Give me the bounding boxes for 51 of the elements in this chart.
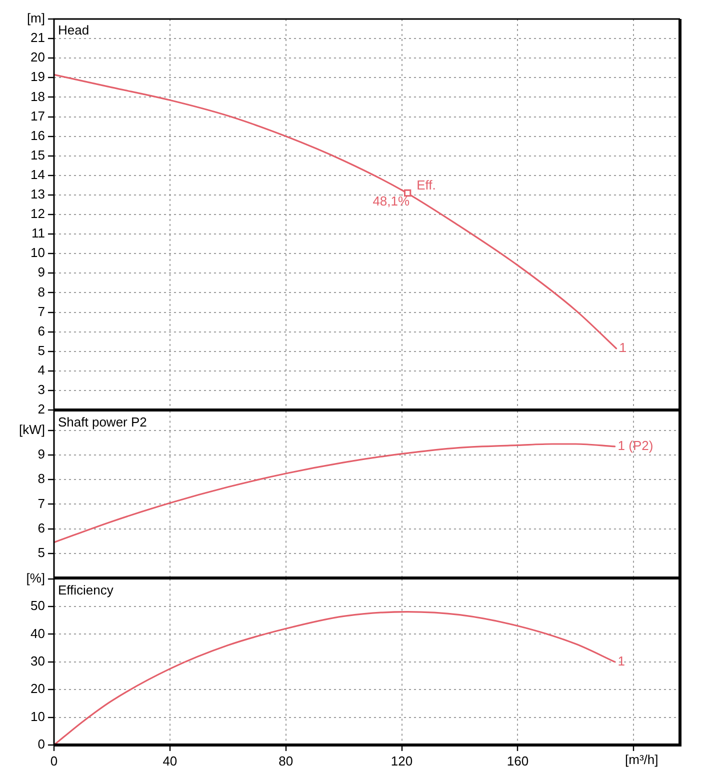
y-tick-label: 19 xyxy=(30,69,45,84)
x-tick-label: 0 xyxy=(50,753,58,768)
y-tick-label: 50 xyxy=(30,598,45,614)
y-tick-label: 10 xyxy=(30,245,45,260)
y-tick-label: 7 xyxy=(38,304,45,319)
y-tick-label: 9 xyxy=(38,446,45,462)
y-tick-label: 5 xyxy=(38,544,45,560)
y-tick-label: 40 xyxy=(30,626,45,641)
y-tick-label: 10 xyxy=(30,708,45,724)
y-tick-label: 8 xyxy=(38,471,45,486)
series-label: 1 xyxy=(618,653,626,668)
x-tick-label: 40 xyxy=(162,753,178,768)
y-tick-label: 2 xyxy=(38,402,45,417)
y-tick-label: 14 xyxy=(30,166,45,182)
y-axis-title: [%] xyxy=(26,570,45,586)
y-tick-label: 4 xyxy=(38,362,45,378)
series-label: Eff. xyxy=(416,178,436,193)
y-axis-title: [kW] xyxy=(19,422,45,438)
y-tick-label: 8 xyxy=(38,284,45,300)
y-tick-label: 13 xyxy=(30,186,45,202)
y-tick-label: 0 xyxy=(38,736,45,752)
y-tick-label: 6 xyxy=(38,520,45,536)
y-tick-label: 5 xyxy=(38,342,45,358)
y-tick-label: 21 xyxy=(30,30,45,46)
x-tick-label: 80 xyxy=(278,753,294,768)
series-label: 1 xyxy=(619,340,626,355)
line-series xyxy=(54,443,616,544)
x-tick-label: 160 xyxy=(506,753,529,768)
chart-title: Shaft power P2 xyxy=(58,414,147,430)
y-tick-label: 17 xyxy=(30,108,45,124)
line-series xyxy=(54,610,616,745)
x-axis-title: [m³/h] xyxy=(625,752,658,768)
chart-title: Efficiency xyxy=(58,582,114,598)
y-tick-label: 30 xyxy=(30,653,45,668)
chart-title: Head xyxy=(58,22,90,38)
y-tick-label: 20 xyxy=(30,681,45,696)
y-tick-label: 16 xyxy=(30,128,45,143)
y-tick-label: 3 xyxy=(38,382,45,398)
line-series xyxy=(54,74,618,350)
annotation: 48,1% xyxy=(372,194,410,209)
y-tick-label: 7 xyxy=(38,496,45,511)
y-tick-label: 15 xyxy=(30,147,45,162)
y-tick-label: 12 xyxy=(30,206,45,222)
x-tick-label: 120 xyxy=(390,753,413,768)
y-tick-label: 20 xyxy=(30,50,45,65)
y-tick-label: 9 xyxy=(38,264,45,280)
y-tick-label: 11 xyxy=(32,226,45,241)
y-axis-title: [m] xyxy=(26,10,45,26)
y-tick-label: 18 xyxy=(30,88,45,104)
y-tick-label: 6 xyxy=(38,323,45,338)
series-label: 1 (P2) xyxy=(618,438,654,454)
